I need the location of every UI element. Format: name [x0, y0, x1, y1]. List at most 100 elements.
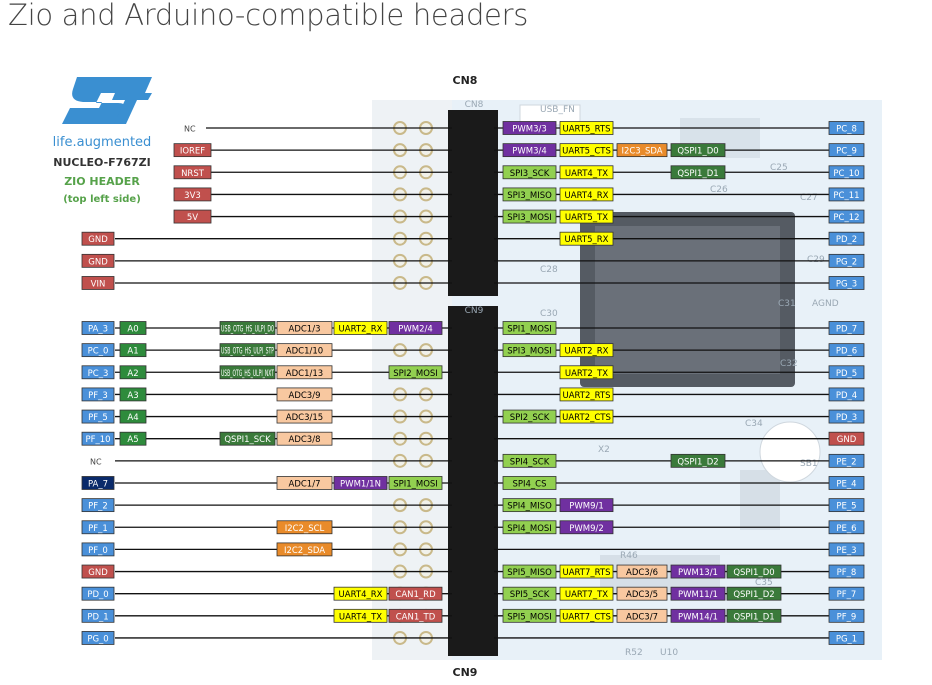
pin-label-spi4-sck: SPI4_SCK: [510, 457, 550, 467]
pin-row: GND SPI5_MISO UART7_RTS ADC3/6 PWM13/1 QSPI1_…: [81, 564, 865, 579]
pin-label-qspi1-d0: QSPI1_D0: [677, 147, 718, 157]
pin-label-bg: [828, 343, 865, 358]
pin-label-bg: [559, 365, 614, 380]
pin-row: NC PWM3/3 UART5_RTS PC_8: [184, 121, 865, 135]
pin-label-pd-2: PD_2: [836, 235, 857, 245]
silk-c31: C31: [778, 299, 796, 309]
pin-label-bg: [828, 431, 865, 446]
pin-label-bg: [502, 498, 557, 513]
pin-label-qspi1-d2: QSPI1_D2: [733, 590, 774, 600]
pin-label-bg: [559, 231, 614, 246]
pin-label-uart2-rx: UART2_RX: [565, 347, 609, 357]
pin-label-bg: [502, 476, 557, 490]
pin-label-bg: [828, 253, 865, 268]
pin-label-bg: [726, 586, 782, 601]
pin-label-bg: [119, 387, 147, 402]
pin-label-pd-5: PD_5: [836, 369, 857, 379]
pin-label-bg: [81, 498, 115, 513]
silk-c32: C32: [780, 359, 798, 369]
pin-label-bg: [559, 608, 614, 623]
pin-label-bg: [333, 476, 388, 490]
pin-label-usb-otg-hs-ulpi-d0: USB_OTG_HS_ULPI_D0: [221, 325, 274, 335]
pin-label-pwm13-1: PWM13/1: [678, 568, 718, 578]
pin-label-nrst: NRST: [181, 169, 205, 179]
pin-label-bg: [219, 365, 276, 380]
pin-label-a0: A0: [127, 325, 138, 335]
pin-row: PC_3 A2 USB_OTG_HS_ULPI_NXT ADC1/13 SPI2_MOS…: [81, 365, 865, 380]
pin-label-bg: [828, 453, 865, 468]
pin-label-pd-4: PD_4: [836, 391, 857, 401]
pin-label-bg: [616, 608, 668, 623]
pin-label-3v3: 3V3: [184, 191, 201, 201]
silk-c27: C27: [800, 193, 818, 203]
pin-label-bg: [173, 187, 212, 202]
pin-label-bg: [81, 343, 115, 358]
pin-label-uart4-rx: UART4_RX: [339, 590, 383, 600]
pin-row: PG_0 PG_1: [81, 631, 865, 645]
pin-label-bg: [502, 209, 557, 224]
pin-row: PC_0 A1 USB_OTG_HS_ULPI_STP ADC1/10 SPI3_MOS…: [81, 343, 865, 358]
pin-label-bg: [616, 586, 668, 601]
pin-label-bg: [828, 276, 865, 290]
pin-label-pa-7: PA_7: [88, 479, 108, 489]
pin-label-pwm2-4: PWM2/4: [398, 325, 433, 335]
pin-label-bg: [119, 409, 147, 424]
pin-label-bg: [828, 564, 865, 579]
pin-label-adc3-7: ADC3/7: [626, 612, 658, 622]
pin-label-spi3-mosi: SPI3_MOSI: [507, 347, 552, 357]
pin-label-bg: [502, 608, 557, 623]
pin-label-bg: [81, 542, 115, 557]
pin-label-bg: [81, 409, 115, 424]
pin-label-bg: [726, 564, 782, 579]
pin-label-bg: [828, 231, 865, 246]
pin-label-bg: [828, 387, 865, 402]
silk-usb: USB_FN: [540, 105, 575, 115]
pin-label-bg: [726, 608, 782, 623]
pin-label-gnd: GND: [88, 235, 108, 245]
pin-label-qspi1-d1: QSPI1_D1: [677, 169, 718, 179]
pin-label-usb-otg-hs-ulpi-stp: USB_OTG_HS_ULPI_STP: [221, 347, 274, 357]
pin-label-bg: [388, 321, 443, 335]
pin-label-bg: [559, 387, 614, 402]
pin-label-bg: [670, 608, 726, 623]
connector-bottom-label: CN9: [453, 666, 478, 679]
pin-label-bg: [333, 586, 388, 601]
pin-label-bg: [173, 165, 212, 180]
pin-row: GND PG_2: [81, 253, 865, 268]
pin-label-pd-6: PD_6: [836, 347, 857, 357]
pin-label-pf-10: PF_10: [85, 435, 110, 445]
pin-label-bg: [502, 586, 557, 601]
pin-label-bg: [276, 343, 333, 358]
pin-label-pf-7: PF_7: [837, 590, 857, 600]
pin-label-a3: A3: [127, 391, 138, 401]
pin-label-pd-7: PD_7: [836, 325, 857, 335]
pin-label-pc-0: PC_0: [88, 347, 109, 357]
pin-label-bg: [670, 564, 726, 579]
pin-label-ioref: IOREF: [180, 147, 205, 157]
pin-label-bg: [119, 365, 147, 380]
pin-label-pd-0: PD_0: [87, 590, 108, 600]
pin-label-spi2-mosi: SPI2_MOSI: [393, 369, 438, 379]
pin-row: PF_10 A5 QSPI1_SCK ADC3/8 GND: [81, 431, 865, 446]
pin-label-bg: [276, 365, 333, 380]
pin-label-pc-12: PC_12: [833, 213, 859, 223]
pin-label-spi4-cs: SPI4_CS: [512, 479, 546, 489]
pin-label-uart5-tx: UART5_TX: [565, 213, 608, 223]
cn9-header: [448, 306, 498, 656]
pin-label-bg: [559, 209, 614, 224]
pin-label-i2c2-scl: I2C2_SCL: [285, 524, 325, 534]
pin-label-bg: [81, 387, 115, 402]
st-logo-icon: [62, 77, 152, 124]
pin-row: GND UART5_RX PD_2: [81, 231, 865, 246]
pin-label-pa-3: PA_3: [88, 325, 108, 335]
pin-label-uart2-cts: UART2_CTS: [562, 413, 611, 423]
pin-label-bg: [828, 476, 865, 490]
silk-r46: R46: [620, 551, 638, 561]
pin-label-adc3-6: ADC3/6: [626, 568, 658, 578]
pin-label-bg: [173, 143, 212, 158]
pin-label-a4: A4: [127, 413, 138, 423]
pin-label-bg: [219, 343, 276, 358]
silk-c35: C35: [755, 578, 773, 588]
pin-label-bg: [333, 608, 388, 623]
pin-label-bg: [276, 387, 333, 402]
